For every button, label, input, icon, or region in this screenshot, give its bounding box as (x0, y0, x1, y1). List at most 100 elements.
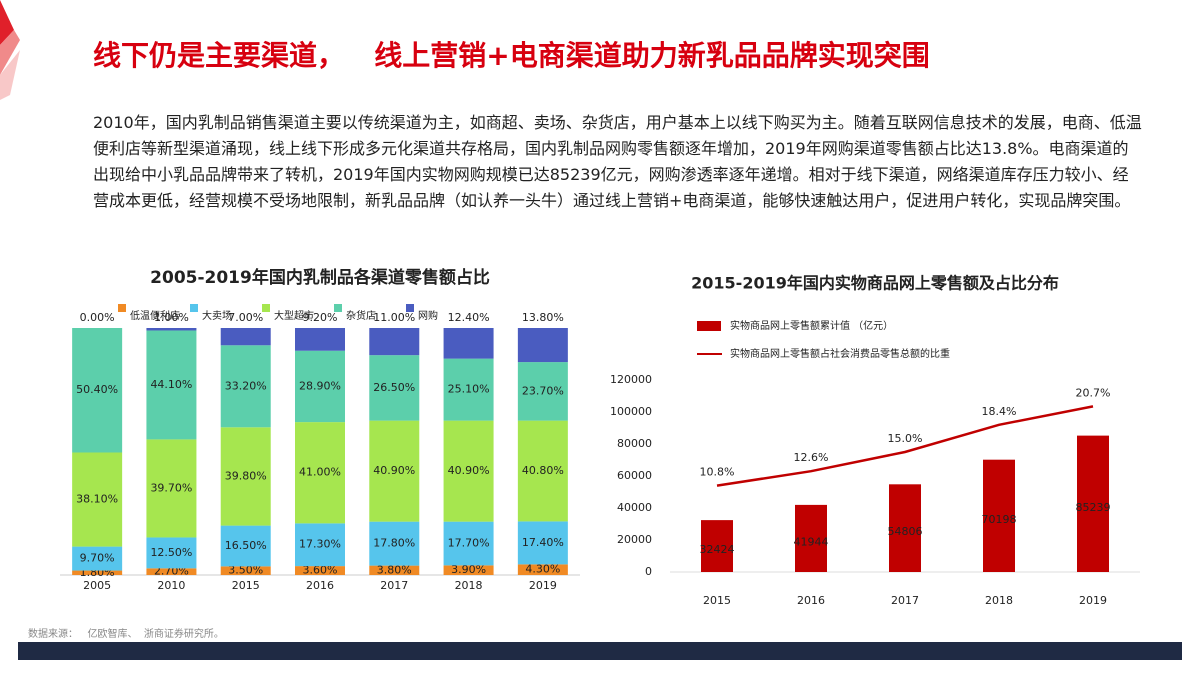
value-label: 3.80% (377, 563, 412, 576)
bar (889, 484, 921, 572)
chart-title: 2005-2019年国内乳制品各渠道零售额占比 (150, 267, 490, 288)
bar-segment (369, 521, 420, 566)
decor (0, 50, 20, 100)
bar-segment (220, 328, 271, 346)
y-tick-label: 20000 (617, 533, 652, 546)
value-label: 1.00% (154, 311, 189, 324)
bar-segment (146, 439, 197, 538)
legend-label: 低温便利店 (130, 309, 180, 322)
bar-segment (146, 330, 197, 440)
value-label: 9.70% (80, 552, 115, 565)
source-note: 数据来源： 亿欧智库、 浙商证券研究所。 (28, 629, 224, 640)
x-tick-label: 2015 (232, 579, 260, 592)
value-label: 40.80% (522, 464, 564, 477)
value-label: 70198 (982, 513, 1017, 526)
value-label: 18.4% (982, 405, 1017, 418)
bar-segment (517, 521, 568, 565)
x-tick-label: 2016 (306, 579, 334, 592)
bar-segment (295, 566, 345, 575)
value-label: 20.7% (1076, 386, 1111, 399)
y-tick-label: 60000 (617, 469, 652, 482)
legend-label: 大型超市 (274, 309, 314, 322)
value-label: 17.40% (522, 536, 564, 549)
value-label: 54806 (888, 525, 923, 538)
value-label: 15.0% (888, 432, 923, 445)
x-tick-label: 2019 (1079, 594, 1107, 607)
value-label: 13.80% (522, 311, 564, 324)
value-label: 0.00% (80, 311, 115, 324)
x-tick-label: 2017 (380, 579, 408, 592)
y-tick-label: 100000 (610, 405, 652, 418)
bar-segment (443, 358, 494, 421)
bar-segment (369, 565, 420, 575)
x-tick-label: 2005 (83, 579, 111, 592)
value-label: 39.70% (150, 481, 192, 494)
value-label: 44.10% (150, 378, 192, 391)
bar-segment (220, 566, 271, 575)
legend-marker (118, 304, 126, 312)
bar-segment (443, 521, 494, 566)
bar-segment (517, 564, 568, 575)
value-label: 39.80% (225, 469, 267, 482)
value-label: 32424 (700, 543, 735, 556)
footer-bar (18, 642, 1182, 660)
bar (701, 520, 733, 572)
value-label: 10.8% (700, 466, 735, 479)
x-tick-label: 2010 (157, 579, 185, 592)
bar-segment (295, 523, 345, 567)
bar-segment (146, 537, 197, 569)
paragraph: 2010年，国内乳制品销售渠道主要以传统渠道为主，如商超、卖场、杂货店，用户基本… (93, 113, 1142, 210)
value-label: 25.10% (448, 383, 490, 396)
value-label: 3.90% (451, 563, 486, 576)
bar-segment (443, 328, 494, 359)
y-tick-label: 40000 (617, 501, 652, 514)
bar (983, 459, 1015, 572)
bar-segment (72, 546, 123, 571)
bar (1077, 435, 1109, 572)
value-label: 12.40% (448, 311, 490, 324)
y-tick-label: 120000 (610, 373, 652, 386)
x-tick-label: 2018 (455, 579, 483, 592)
decor (0, 30, 20, 75)
value-label: 7.00% (228, 311, 263, 324)
value-label: 11.00% (373, 311, 415, 324)
legend-label: 大卖场 (202, 309, 232, 322)
value-label: 17.70% (448, 537, 490, 550)
value-label: 33.20% (225, 379, 267, 392)
bar-segment (72, 452, 123, 547)
x-tick-label: 2018 (985, 594, 1013, 607)
value-label: 85239 (1076, 501, 1111, 514)
x-tick-label: 2017 (891, 594, 919, 607)
legend-label: 网购 (418, 309, 438, 322)
bar (795, 504, 827, 572)
bar-segment (220, 345, 271, 428)
bar-segment (146, 568, 197, 575)
x-tick-label: 2015 (703, 594, 731, 607)
x-tick-label: 2016 (797, 594, 825, 607)
value-label: 50.40% (76, 383, 118, 396)
value-label: 4.30% (525, 563, 560, 576)
legend-marker (406, 304, 414, 312)
chart-title: 2015-2019年国内实物商品网上零售额及占比分布 (691, 274, 1059, 293)
bar-segment (220, 525, 271, 567)
value-label: 38.10% (76, 493, 118, 506)
bar-segment (295, 422, 345, 524)
value-label: 12.50% (150, 546, 192, 559)
value-label: 26.50% (373, 381, 415, 394)
legend-marker (697, 321, 721, 331)
bar-segment (369, 420, 420, 522)
value-label: 23.70% (522, 384, 564, 397)
legend-label: 杂货店 (346, 309, 376, 322)
value-label: 9.20% (303, 311, 338, 324)
value-label: 41.00% (299, 466, 341, 479)
legend-marker (262, 304, 270, 312)
value-label: 16.50% (225, 539, 267, 552)
bar-segment (295, 350, 345, 423)
bar-segment (72, 570, 123, 575)
legend-label: 实物商品网上零售额累计值 （亿元） (730, 319, 893, 332)
bar-segment (369, 328, 420, 356)
bar-segment (517, 362, 568, 421)
page-title: 线下仍是主要渠道， 线上营销+电商渠道助力新乳品品牌实现突围 (93, 39, 930, 72)
bar-segment (72, 328, 123, 453)
